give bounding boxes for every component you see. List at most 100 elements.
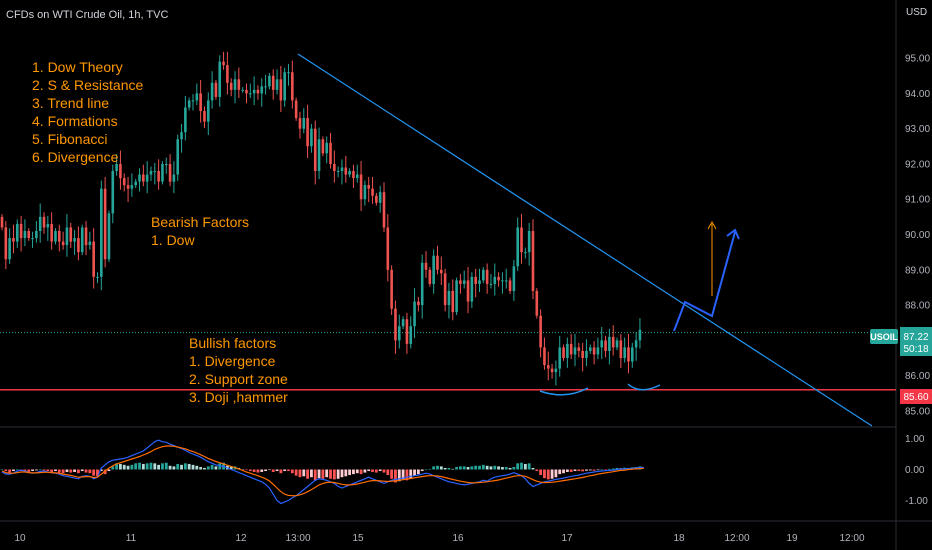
price-badge-symbol: USOIL bbox=[870, 332, 898, 342]
candle-body bbox=[348, 171, 351, 175]
macd-tick: 0.00 bbox=[905, 465, 925, 476]
candle-body bbox=[279, 79, 283, 101]
histogram-bar bbox=[424, 469, 428, 471]
price-tick: 95.00 bbox=[905, 54, 930, 65]
candle-body bbox=[608, 336, 611, 351]
histogram-bar bbox=[493, 465, 497, 470]
candle-body bbox=[77, 238, 80, 253]
histogram-bar bbox=[371, 469, 374, 472]
candle-body bbox=[92, 241, 95, 277]
candle-body bbox=[206, 100, 210, 122]
candle-body bbox=[19, 223, 23, 239]
candle-body bbox=[260, 86, 264, 94]
histogram-bar bbox=[298, 469, 302, 478]
histogram-bar bbox=[77, 469, 80, 474]
histogram-bar bbox=[149, 462, 153, 470]
candle-body bbox=[585, 350, 588, 359]
histogram-bar bbox=[470, 466, 474, 470]
candle-body bbox=[164, 163, 168, 165]
time-tick: 18 bbox=[673, 533, 685, 544]
histogram-bar bbox=[340, 469, 344, 478]
chart-title: CFDs on WTI Crude Oil, 1h, TVC bbox=[6, 9, 168, 21]
projection-arrowhead bbox=[726, 228, 740, 240]
time-tick: 12:00 bbox=[839, 533, 864, 544]
histogram-bar bbox=[252, 469, 256, 472]
bullish-line: Bullish factors bbox=[189, 335, 276, 351]
candle-body bbox=[321, 139, 325, 154]
price-axis: 95.00 94.00 93.00 92.00 91.00 90.00 89.00 88.00… bbox=[905, 54, 930, 418]
histogram-bar bbox=[481, 464, 485, 470]
candle-body bbox=[241, 89, 244, 91]
macd-tick: -1.00 bbox=[905, 496, 928, 507]
candle-body bbox=[184, 107, 187, 133]
histogram-bar bbox=[199, 467, 203, 470]
histogram-bar bbox=[416, 469, 420, 475]
histogram-bar bbox=[397, 469, 401, 482]
candle-body bbox=[35, 231, 38, 239]
histogram-bar bbox=[27, 469, 31, 472]
histogram-bar bbox=[15, 469, 19, 471]
histogram-bar bbox=[558, 469, 562, 475]
candle-body bbox=[459, 280, 462, 284]
candle-body bbox=[535, 290, 539, 316]
candle-body bbox=[69, 227, 73, 242]
candle-body bbox=[401, 319, 405, 327]
candle-body bbox=[378, 192, 382, 203]
candle-body bbox=[638, 329, 642, 341]
histogram-bar bbox=[183, 463, 187, 470]
candle-body bbox=[520, 227, 523, 253]
histogram-bar bbox=[336, 469, 340, 479]
candle-body bbox=[310, 128, 313, 147]
checklist-line: 5. Fibonacci bbox=[32, 131, 107, 147]
time-tick: 10 bbox=[14, 533, 26, 544]
histogram-bar bbox=[107, 469, 111, 472]
time-axis: 10 11 12 13:00 15 16 17 18 12:00 19 12:00 bbox=[14, 533, 865, 544]
candle-body bbox=[54, 231, 57, 242]
time-tick: 15 bbox=[352, 533, 364, 544]
candle-body bbox=[367, 185, 371, 189]
candle-body bbox=[554, 368, 558, 373]
price-tick: 93.00 bbox=[905, 124, 930, 135]
histogram-bar bbox=[428, 468, 432, 470]
histogram-bar bbox=[210, 464, 214, 470]
candle-body bbox=[31, 238, 34, 240]
candle-body bbox=[436, 255, 439, 270]
candle-body bbox=[122, 178, 126, 186]
trend-line[interactable] bbox=[297, 53, 873, 427]
histogram-bar bbox=[443, 467, 447, 470]
price-badge-countdown: 50:18 bbox=[903, 344, 928, 355]
histogram-bar bbox=[168, 465, 172, 470]
histogram-bar bbox=[355, 469, 359, 474]
macd-line bbox=[1, 439, 644, 505]
histogram-bar bbox=[607, 468, 611, 470]
bullish-line: 1. Divergence bbox=[189, 353, 276, 369]
candle-body bbox=[176, 139, 180, 175]
time-tick: 17 bbox=[561, 533, 573, 544]
histogram-bar bbox=[321, 469, 325, 479]
candle-body bbox=[15, 223, 19, 242]
histogram-bar bbox=[92, 469, 96, 476]
histogram-bar bbox=[279, 469, 283, 474]
candle-body bbox=[161, 163, 164, 182]
candle-body bbox=[375, 195, 378, 203]
candle-body bbox=[199, 93, 202, 112]
candle-body bbox=[504, 280, 508, 282]
candle-body bbox=[126, 185, 130, 189]
histogram-bar bbox=[401, 469, 405, 480]
histogram-bar bbox=[447, 467, 451, 470]
candle-body bbox=[187, 100, 191, 108]
histogram-bar bbox=[61, 469, 65, 474]
candle-body bbox=[180, 132, 183, 140]
projection-path[interactable] bbox=[673, 231, 736, 332]
macd-axis: 1.00 0.00 -1.00 bbox=[905, 434, 928, 507]
candle-body bbox=[333, 163, 336, 172]
candle-body bbox=[298, 118, 302, 129]
candle-body bbox=[371, 188, 374, 196]
histogram-bar bbox=[172, 466, 176, 470]
candle-body bbox=[210, 82, 214, 101]
candle-body bbox=[451, 290, 455, 313]
histogram-bar bbox=[191, 464, 195, 470]
histogram-bar bbox=[348, 469, 352, 476]
candle-body bbox=[619, 340, 623, 359]
